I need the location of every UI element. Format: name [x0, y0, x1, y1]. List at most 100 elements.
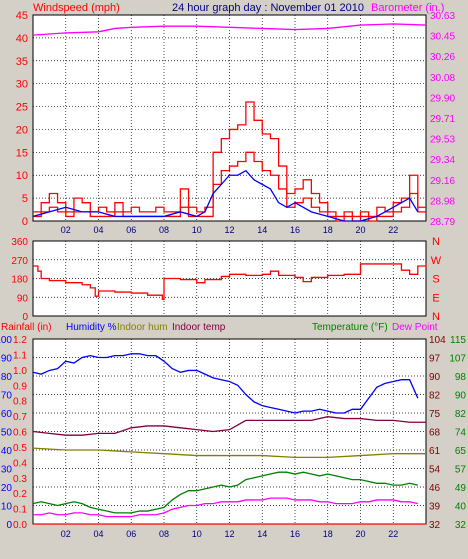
windspeed-tick-label: 35 — [16, 56, 28, 68]
indoor-hum-axis-title: Indoor hum — [117, 322, 168, 333]
dew-point-axis-title: Dew Point — [392, 322, 438, 333]
windspeed-axis-title: Windspeed (mph) — [33, 2, 120, 14]
temperature-tick-label: 65 — [455, 446, 467, 457]
temperature-tick-label: 98 — [455, 372, 467, 383]
direction-degree-labels: 0 90 180 270 360 — [11, 237, 28, 323]
rainfall-tick-labels: 0.0 0.1 0.2 0.3 0.4 0.5 0.6 0.7 0.8 0.9 1.0 1.1 1.2 — [13, 335, 27, 531]
direction-degree-label: 360 — [11, 237, 28, 248]
rainfall-tick-label: 0.2 — [13, 489, 27, 500]
windspeed-tick-label: 25 — [16, 102, 28, 114]
compass-label: W — [431, 255, 442, 267]
rainfall-tick-label: 0.7 — [13, 412, 27, 423]
humidity-tick-label: 100 — [0, 335, 12, 346]
humidity-tick-label: 30 — [1, 465, 13, 476]
barometer-tick-label: 30.45 — [430, 32, 455, 43]
direction-degree-label: 180 — [11, 275, 28, 286]
temperature-tick-label: 39 — [429, 502, 441, 513]
avg_wind-line — [32, 169, 419, 222]
time-tick-label: 12 — [224, 529, 234, 539]
direction-panel-grid — [33, 241, 426, 316]
wind-panel-time-labels: 02 04 06 08 10 12 14 16 18 20 22 — [61, 225, 399, 235]
windspeed-tick-label: 10 — [16, 170, 28, 182]
humidity-tick-label: 60 — [1, 409, 13, 420]
barometer-line — [32, 23, 427, 36]
temperature-tick-label: 115 — [450, 335, 466, 346]
time-tick-label: 12 — [224, 225, 234, 235]
time-tick-label: 16 — [290, 529, 300, 539]
time-tick-label: 20 — [355, 529, 365, 539]
humidity-panel: 0.00.10.20.30.40.50.60.70.80.91.01.11.2 … — [0, 335, 466, 539]
humidity-line — [32, 353, 419, 414]
time-tick-label: 10 — [192, 225, 202, 235]
direction-degree-label: 90 — [17, 293, 29, 304]
rainfall-tick-label: 0.5 — [13, 443, 27, 454]
windspeed-tick-label: 0 — [22, 216, 28, 228]
indoor-temp-axis-title: Indoor temp — [172, 322, 226, 333]
compass-label: S — [432, 274, 439, 286]
time-tick-label: 18 — [323, 529, 333, 539]
rainfall-tick-label: 1.0 — [13, 366, 27, 377]
humidity-tick-label: 0 — [6, 520, 12, 531]
temperature-tick-labels-inner: 32 39 46 54 61 68 75 82 90 97 104 — [429, 335, 446, 531]
barometer-tick-label: 29.53 — [430, 135, 455, 146]
time-tick-label: 20 — [355, 225, 365, 235]
barometer-tick-label: 30.26 — [430, 52, 455, 63]
temperature-axis-title: Temperature (°F) — [312, 322, 388, 333]
windspeed-tick-label: 45 — [16, 10, 28, 22]
direction-panel-series — [33, 263, 427, 300]
time-tick-label: 10 — [192, 529, 202, 539]
windspeed-tick-label: 30 — [16, 79, 28, 91]
barometer-axis-title: Barometer (in.) — [371, 2, 444, 14]
rainfall-tick-label: 0.3 — [13, 474, 27, 485]
rainfall-tick-label: 0.6 — [13, 428, 27, 439]
temperature-tick-labels-outer: 32 40 49 57 65 74 82 90 98 107 115 — [449, 335, 466, 531]
temperature-tick-label: 40 — [455, 502, 467, 513]
compass-label: N — [432, 311, 440, 323]
time-tick-label: 06 — [126, 225, 136, 235]
temperature-tick-label: 68 — [429, 428, 441, 439]
temperature-tick-label: 49 — [455, 483, 467, 494]
time-tick-label: 14 — [257, 529, 267, 539]
rainfall-tick-label: 0.1 — [13, 505, 27, 516]
time-tick-label: 06 — [126, 529, 136, 539]
temperature-tick-label: 107 — [449, 354, 466, 365]
temperature-tick-label: 57 — [455, 465, 467, 476]
windspeed-tick-label: 40 — [16, 33, 28, 45]
chart-title: 24 hour graph day : November 01 2010 — [172, 2, 364, 14]
wind-panel-grid — [33, 15, 426, 221]
temperature-tick-label: 97 — [429, 354, 441, 365]
time-tick-label: 08 — [159, 225, 169, 235]
temperature-tick-label: 32 — [455, 520, 467, 531]
humidity-tick-label: 80 — [1, 372, 13, 383]
rainfall-axis-title: Rainfall (in) — [1, 322, 52, 333]
time-tick-label: 14 — [257, 225, 267, 235]
rainfall-tick-label: 0.8 — [13, 397, 27, 408]
humidity-panel-time-labels: 02 04 06 08 10 12 14 16 18 20 22 — [61, 529, 399, 539]
time-tick-label: 08 — [159, 529, 169, 539]
time-tick-label: 22 — [388, 529, 398, 539]
windspeed-tick-label: 20 — [16, 124, 28, 136]
barometer-tick-label: 30.08 — [430, 73, 455, 84]
barometer-tick-labels: 28.79 28.98 29.16 29.34 29.53 29.71 29.90 30.08… — [430, 11, 455, 228]
compass-label: N — [432, 236, 440, 248]
wind-panel-series — [32, 23, 427, 222]
temperature-tick-label: 82 — [429, 391, 441, 402]
time-tick-label: 02 — [61, 529, 71, 539]
humidity-tick-label: 70 — [1, 391, 13, 402]
rainfall-tick-label: 1.1 — [13, 350, 27, 361]
rainfall-tick-label: 0.9 — [13, 381, 27, 392]
temperature-tick-label: 104 — [429, 335, 446, 346]
time-tick-label: 02 — [61, 225, 71, 235]
barometer-tick-label: 29.34 — [430, 155, 455, 166]
windspeed-tick-labels: 0 5 10 15 20 25 30 35 40 45 — [16, 10, 28, 228]
time-tick-label: 04 — [93, 225, 103, 235]
barometer-tick-label: 30.63 — [430, 11, 455, 22]
windspeed-tick-label: 5 — [22, 193, 28, 205]
direction-line — [33, 263, 427, 300]
temperature-tick-label: 46 — [429, 483, 441, 494]
humidity-tick-label: 90 — [1, 354, 13, 365]
rainfall-tick-label: 0.4 — [13, 458, 27, 469]
time-tick-label: 04 — [93, 529, 103, 539]
